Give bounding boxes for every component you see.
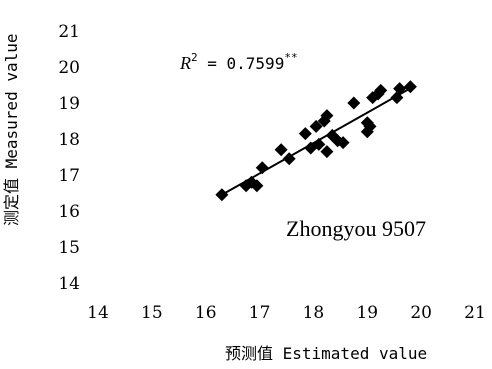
- data-point: [347, 96, 361, 110]
- y-tick-label: 17: [58, 166, 80, 186]
- r-symbol: R: [179, 53, 191, 73]
- x-axis-title: 预测值 Estimated value: [225, 344, 427, 363]
- data-point: [374, 83, 388, 97]
- y-tick-label: 20: [58, 58, 80, 78]
- y-axis-title: 测定值 Measured value: [2, 34, 21, 227]
- data-point: [336, 136, 350, 150]
- x-tick-label: 20: [410, 303, 432, 323]
- data-point: [403, 80, 417, 94]
- y-tick-label: 15: [58, 238, 80, 258]
- y-tick-label: 19: [58, 94, 80, 114]
- data-point: [309, 119, 323, 133]
- data-point: [282, 152, 296, 166]
- data-point: [320, 109, 334, 123]
- y-axis-ticks: 14 15 16 17 18 19 20 21: [58, 22, 80, 294]
- data-point: [393, 82, 407, 96]
- r-squared-value: = 0.7599: [198, 54, 285, 73]
- data-point: [255, 161, 269, 175]
- data-point: [320, 145, 334, 159]
- y-tick-label: 14: [58, 274, 80, 294]
- data-point: [250, 179, 264, 193]
- y-tick-label: 21: [58, 22, 80, 42]
- x-tick-label: 19: [356, 303, 378, 323]
- x-tick-label: 18: [303, 303, 325, 323]
- data-points: [215, 80, 417, 202]
- data-point: [312, 137, 326, 151]
- data-point: [274, 143, 288, 157]
- y-tick-label: 18: [58, 130, 80, 150]
- data-point: [298, 127, 312, 141]
- y-tick-label: 16: [58, 202, 80, 222]
- x-tick-label: 15: [141, 303, 163, 323]
- significance-marker: **: [284, 51, 297, 64]
- x-tick-label: 16: [195, 303, 217, 323]
- data-point: [363, 119, 377, 133]
- x-tick-label: 21: [464, 303, 486, 323]
- r-squared-annotation: R2 = 0.7599**: [179, 51, 298, 73]
- data-point: [215, 188, 229, 202]
- r-exponent: 2: [191, 51, 198, 64]
- x-tick-label: 14: [87, 303, 109, 323]
- x-axis-ticks: 14 15 16 17 18 19 20 21: [87, 303, 486, 323]
- x-tick-label: 17: [249, 303, 271, 323]
- variety-label: Zhongyou 9507: [286, 216, 426, 241]
